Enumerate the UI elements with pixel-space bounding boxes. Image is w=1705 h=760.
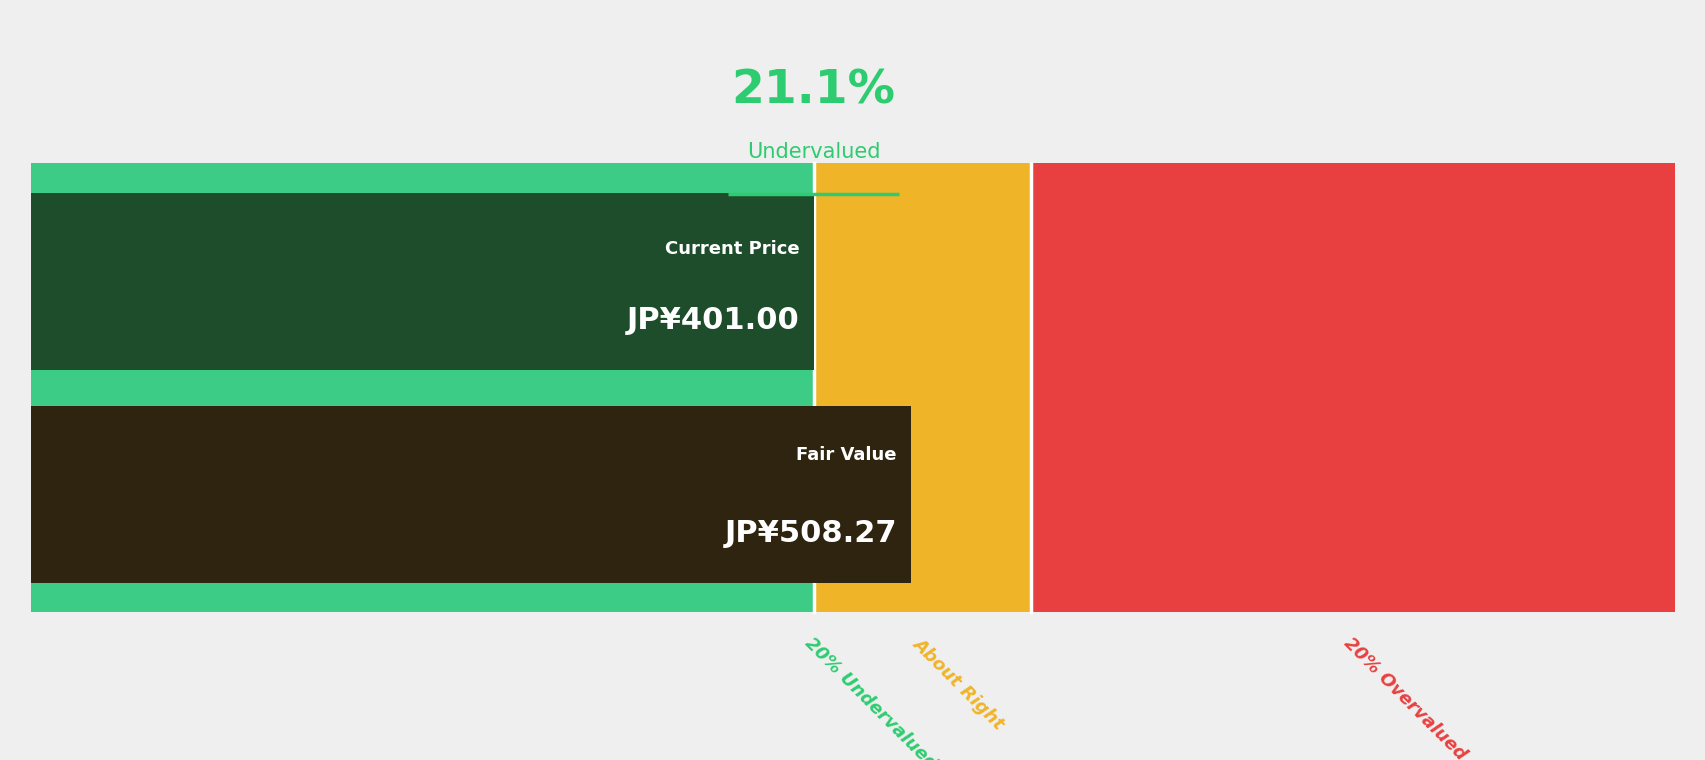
Text: Fair Value: Fair Value [796,446,897,464]
Bar [813,163,1030,612]
Bar [31,192,813,369]
Bar [31,406,910,583]
Text: JP¥401.00: JP¥401.00 [627,306,800,334]
Bar [31,163,813,612]
Text: 20% Overvalued: 20% Overvalued [1340,635,1470,760]
Text: 21.1%: 21.1% [731,68,895,114]
Text: 20% Undervalued: 20% Undervalued [800,635,939,760]
Text: About Right: About Right [909,635,1008,733]
Text: Undervalued: Undervalued [747,142,880,162]
Text: Current Price: Current Price [665,240,800,258]
Text: JP¥508.27: JP¥508.27 [725,518,897,547]
Bar [1030,163,1674,612]
